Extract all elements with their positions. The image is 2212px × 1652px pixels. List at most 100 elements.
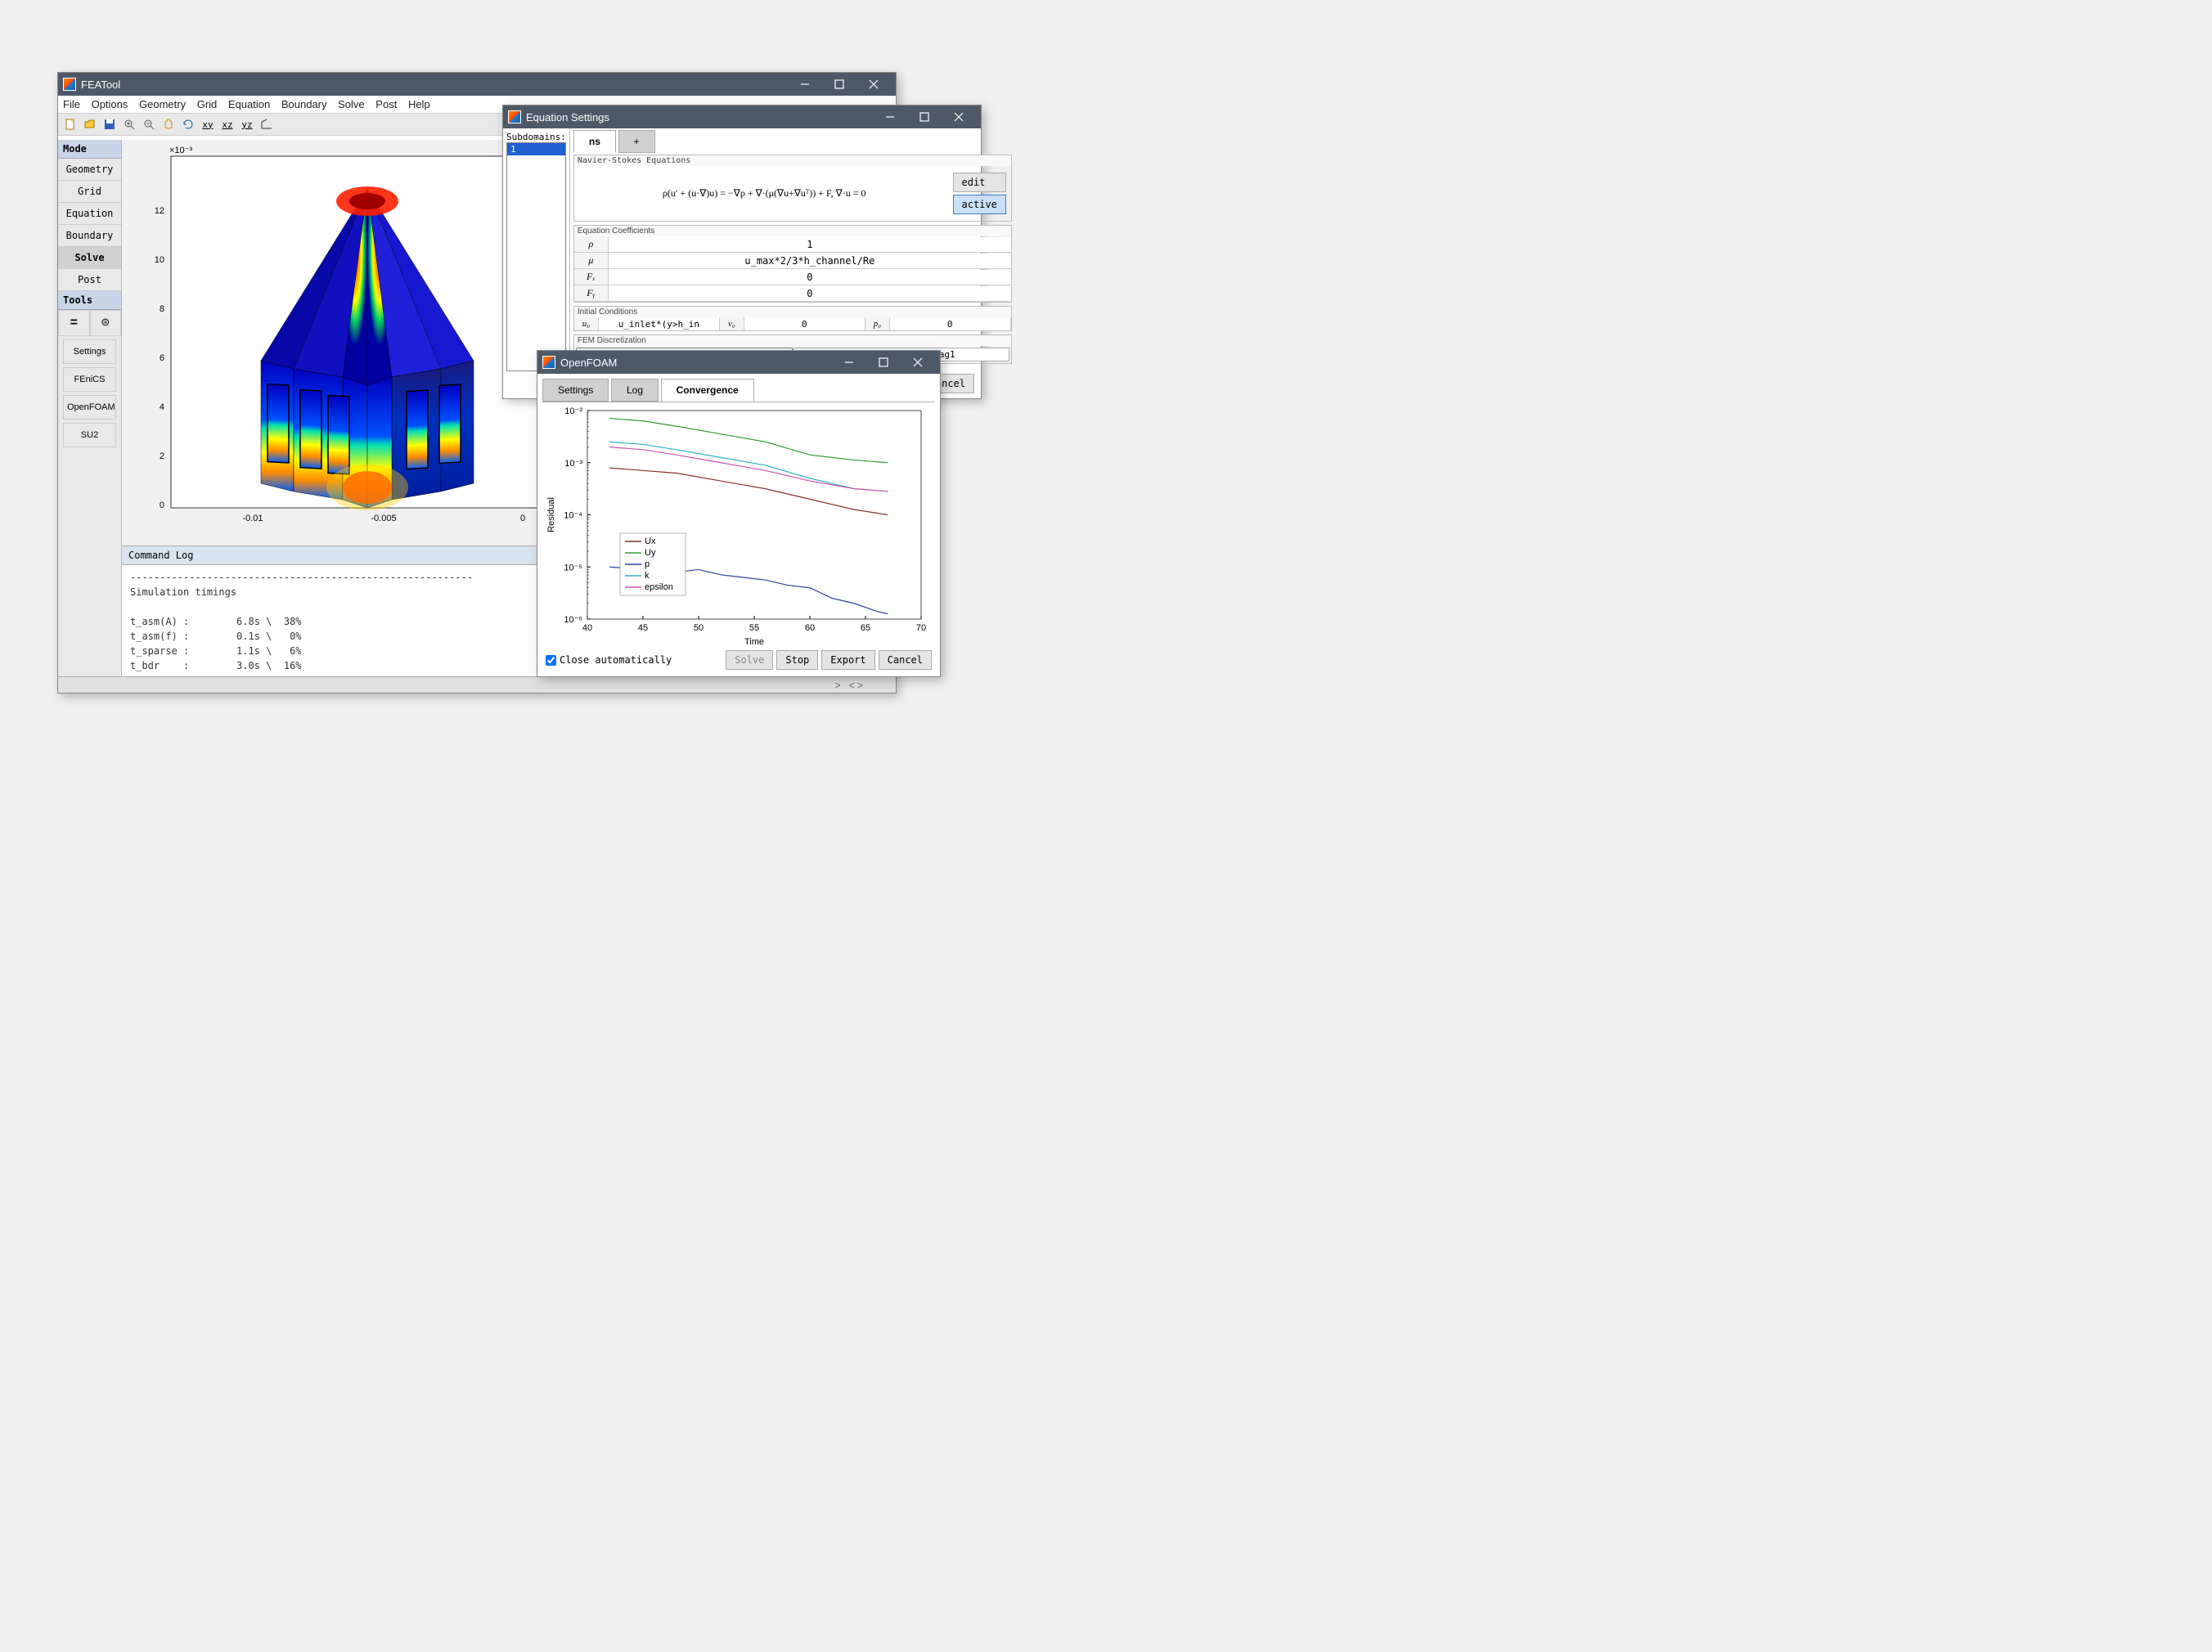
eq-tabs: ns + [573,130,1012,153]
zoom-out-icon[interactable] [141,116,157,132]
menu-options[interactable]: Options [92,98,128,110]
ic-label: p₀ [865,317,890,330]
new-file-icon[interactable] [62,116,79,132]
svg-text:10: 10 [155,255,164,265]
svg-text:k: k [645,571,650,581]
svg-text:Residual: Residual [546,497,556,532]
mode-boundary[interactable]: Boundary [58,225,121,247]
eq-close-button[interactable] [942,105,976,128]
ic-input[interactable] [599,317,719,330]
svg-text:Uy: Uy [645,548,656,558]
scroll-indicator[interactable]: > < > [835,680,863,691]
subdomains-label: Subdomains: [506,132,566,142]
coef-input[interactable] [609,286,1011,301]
of-export-button[interactable]: Export [821,650,874,670]
mode-grid[interactable]: Grid [58,181,121,203]
svg-text:-0.005: -0.005 [371,514,396,523]
mode-equation[interactable]: Equation [58,203,121,225]
tab-ns[interactable]: ns [573,130,616,153]
settings-button[interactable]: Settings [63,339,116,364]
of-tab-log[interactable]: Log [611,379,659,402]
menu-post[interactable]: Post [375,98,397,110]
menu-geometry[interactable]: Geometry [139,98,186,110]
coef-label: ρ [574,236,609,252]
fenics-button[interactable]: FEniCS [63,367,116,392]
of-solve-button[interactable]: Solve [726,650,773,670]
su2-button[interactable]: SU2 [63,423,116,447]
eq-maximize-button[interactable] [907,105,942,128]
edit-button[interactable]: edit [953,173,1006,192]
main-minimize-button[interactable] [788,73,822,96]
main-maximize-button[interactable] [822,73,856,96]
eq-title: Equation Settings [526,111,873,123]
tools-header: Tools [58,291,121,310]
coef-row: Fᵧ [574,285,1011,302]
of-tabs: Settings Log Convergence [542,379,935,402]
of-logo-icon [542,356,555,369]
view-yz-icon[interactable]: yz [239,116,255,132]
fem-header: FEM Discretization [574,335,1011,346]
svg-text:40: 40 [582,623,592,633]
coef-input[interactable] [609,254,1011,268]
svg-text:10⁻²: 10⁻² [564,406,582,416]
eq-minimize-button[interactable] [873,105,907,128]
view-xy-icon[interactable]: xy [200,116,216,132]
svg-text:12: 12 [155,206,164,216]
svg-text:Ux: Ux [645,536,656,546]
coef-label: Fᵧ [574,285,609,301]
ic-label: v₀ [720,317,744,330]
svg-text:2: 2 [160,451,164,461]
subdomain-list[interactable]: 1 [506,142,566,371]
convergence-chart: 4045505560657010⁻⁶10⁻⁵10⁻⁴10⁻³10⁻²TimeRe… [542,402,933,648]
view-3d-icon[interactable] [259,116,275,132]
ic-label: u₀ [574,317,599,330]
coef-row: ρ [574,236,1011,253]
of-tab-settings[interactable]: Settings [542,379,609,402]
menu-boundary[interactable]: Boundary [281,98,327,110]
svg-text:10⁻³: 10⁻³ [564,459,582,469]
subdomain-item-1[interactable]: 1 [507,143,565,155]
svg-text:8: 8 [160,304,164,314]
tab-add[interactable]: + [618,130,655,153]
rotate-icon[interactable] [180,116,196,132]
tool-restart-icon[interactable]: ⊜ [90,310,122,336]
of-tab-convergence[interactable]: Convergence [661,379,754,402]
main-close-button[interactable] [856,73,891,96]
tool-solve-icon[interactable]: = [58,310,90,336]
coef-input[interactable] [609,237,1011,252]
menu-solve[interactable]: Solve [338,98,365,110]
mode-post[interactable]: Post [58,269,121,291]
mode-solve[interactable]: Solve [58,247,121,269]
save-file-icon[interactable] [101,116,118,132]
menu-file[interactable]: File [63,98,80,110]
svg-text:4: 4 [160,402,164,412]
mode-geometry[interactable]: Geometry [58,159,121,181]
of-close-button[interactable] [901,351,935,374]
active-button[interactable]: active [953,195,1006,214]
menu-grid[interactable]: Grid [197,98,218,110]
pan-icon[interactable] [160,116,177,132]
openfoam-window: OpenFOAM Settings Log Convergence 404550… [537,350,941,677]
coef-label: μ [574,253,609,268]
svg-text:epsilon: epsilon [645,582,673,592]
of-minimize-button[interactable] [832,351,866,374]
ic-input[interactable] [890,317,1010,330]
ic-input[interactable] [744,317,865,330]
close-auto-checkbox[interactable]: Close automatically [546,654,672,666]
openfoam-button[interactable]: OpenFOAM [63,395,116,420]
menu-equation[interactable]: Equation [228,98,270,110]
svg-text:10⁻⁶: 10⁻⁶ [564,615,582,625]
of-title: OpenFOAM [560,357,832,369]
menu-help[interactable]: Help [408,98,430,110]
of-stop-button[interactable]: Stop [776,650,818,670]
of-cancel-button[interactable]: Cancel [879,650,932,670]
coef-row: Fₓ [574,269,1011,285]
svg-text:65: 65 [861,623,870,633]
coef-input[interactable] [609,270,1011,285]
view-xz-icon[interactable]: xz [219,116,236,132]
open-file-icon[interactable] [82,116,98,132]
app-logo-icon [63,78,76,91]
svg-text:10⁻⁴: 10⁻⁴ [564,511,582,521]
of-maximize-button[interactable] [866,351,901,374]
zoom-in-icon[interactable] [121,116,137,132]
